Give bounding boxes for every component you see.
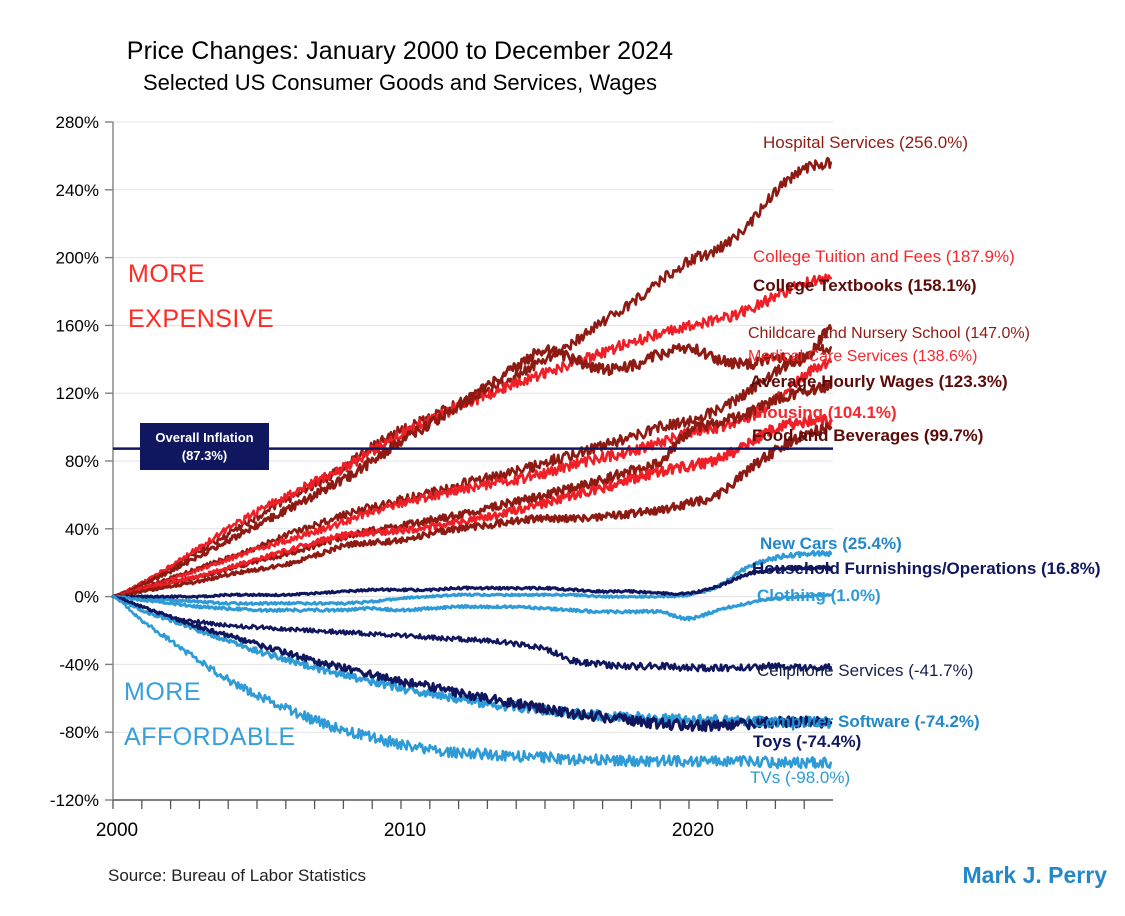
series-label: Clothing (1.0%) [757,586,881,605]
series-label: Computer Software (-74.2%) [753,712,980,731]
series-label: New Cars (25.4%) [760,534,902,553]
y-tick-label: 0% [74,588,99,607]
series-label: Toys (-74.4%) [753,732,862,751]
annotation-more-affordable-2: AFFORDABLE [124,723,296,751]
annotation-more-affordable-1: MORE [124,678,201,706]
y-tick-label: 80% [65,452,99,471]
annotation-more-expensive-1: MORE [128,260,205,288]
annotation-more-expensive-2: EXPENSIVE [128,305,274,333]
series-line-tvs [111,594,833,770]
series-line-cellphone-services [111,595,833,673]
y-tick-label: 40% [65,520,99,539]
series-label: Hospital Services (256.0%) [763,133,969,152]
overall-inflation-badge-line1: Overall Inflation [155,430,253,445]
x-tick-label: 2000 [96,820,138,841]
y-tick-label: 200% [56,249,99,268]
y-tick-label: -80% [59,723,99,742]
series-line-toys [111,594,833,733]
source-note: Source: Bureau of Labor Statistics [108,866,366,885]
author-signature: Mark J. Perry [962,862,1107,888]
y-tick-label: 160% [56,316,99,335]
series-label: Housing (104.1%) [755,403,897,422]
overall-inflation-badge-line2: (87.3%) [182,448,228,463]
series-label: College Textbooks (158.1%) [753,276,977,295]
series-label: Cellphone Services (-41.7%) [757,661,974,680]
series-label: TVs (-98.0%) [750,768,851,787]
page-subtitle: Selected US Consumer Goods and Services,… [143,69,657,95]
x-tick-label: 2020 [672,820,714,841]
series-line-food-and-beverages [111,422,833,599]
y-tick-label: 120% [56,384,99,403]
x-tick-label: 2010 [384,820,426,841]
series-label: Household Furnishings/Operations (16.8%) [752,559,1101,578]
series-line-computer-software [111,595,833,729]
y-tick-label: 280% [56,113,99,132]
series-line-household-furnishings-operations [111,564,833,599]
series-label: Food and Beverages (99.7%) [752,426,984,445]
y-tick-label: -40% [59,655,99,674]
series-line-college-textbooks [111,324,833,599]
series-line-hospital-services [111,156,833,598]
y-tick-label: 240% [56,181,99,200]
series-line-housing [111,413,833,599]
page-title: Price Changes: January 2000 to December … [126,37,674,65]
series-line-medical-care-services [111,357,833,599]
series-label: College Tuition and Fees (187.9%) [753,247,1015,266]
chart-title-block: Price Changes: January 2000 to December … [0,36,800,96]
series-label: Average Hourly Wages (123.3%) [750,372,1008,391]
overall-inflation-badge [140,423,269,470]
y-tick-label: -120% [50,791,99,810]
series-label: Medical Care Services (138.6%) [748,348,978,365]
series-label: Childcare and Nursery School (147.0%) [748,325,1030,342]
series-line-clothing [111,592,833,622]
